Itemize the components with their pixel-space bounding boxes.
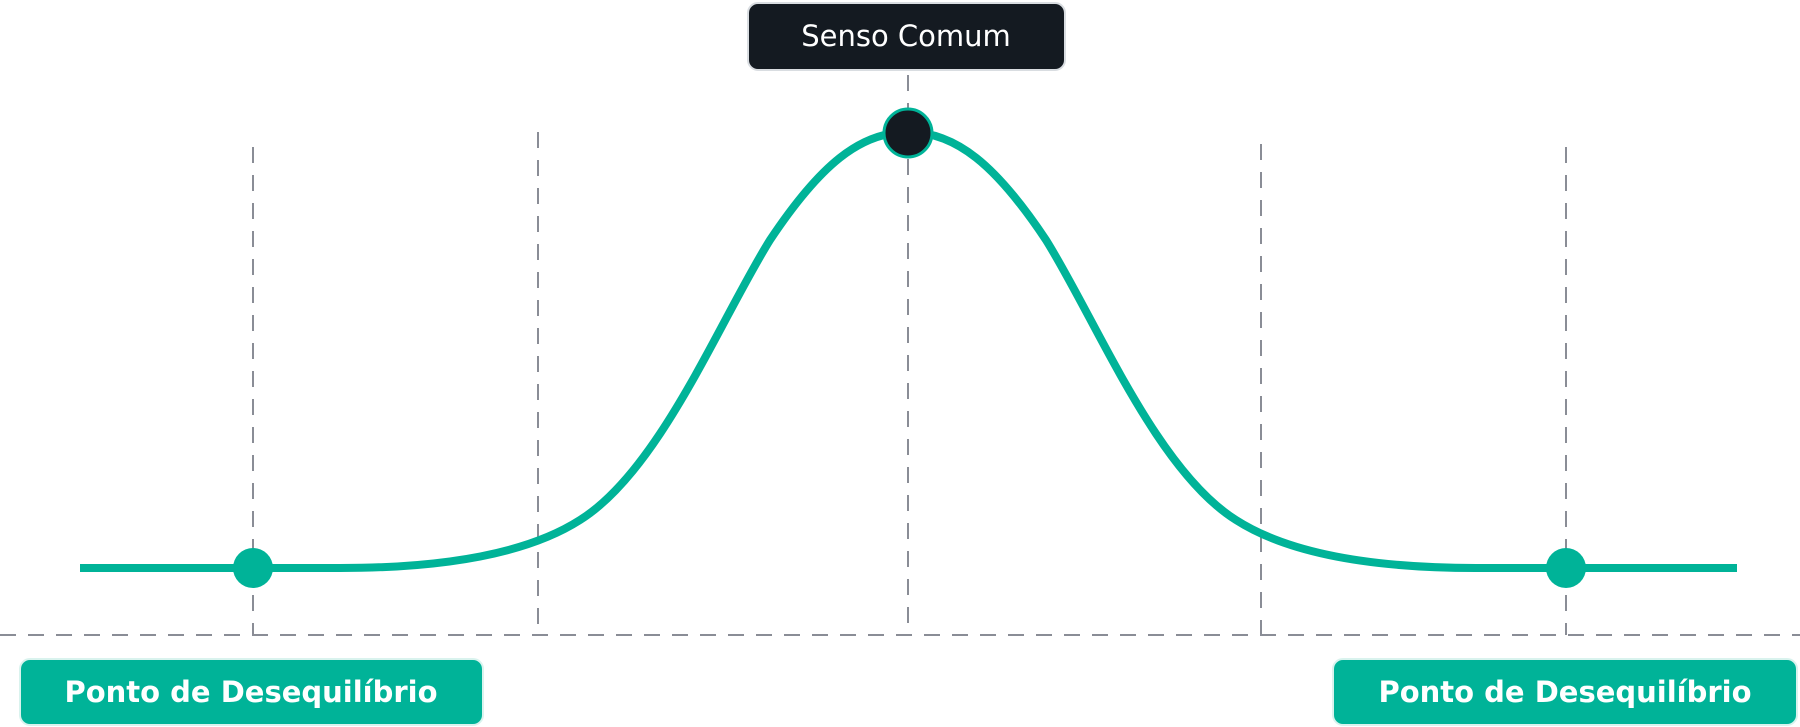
bottom-label: Ponto de Desequilíbrio [64,675,437,709]
bottom-label-box [19,658,484,726]
bottom-label-box [1332,658,1798,726]
top-label: Senso Comum [801,19,1011,53]
point [233,548,273,588]
bottom-label: Ponto de Desequilíbrio [1378,675,1751,709]
point [1546,548,1586,588]
top-label-box [747,2,1066,71]
peak-point [882,107,934,159]
